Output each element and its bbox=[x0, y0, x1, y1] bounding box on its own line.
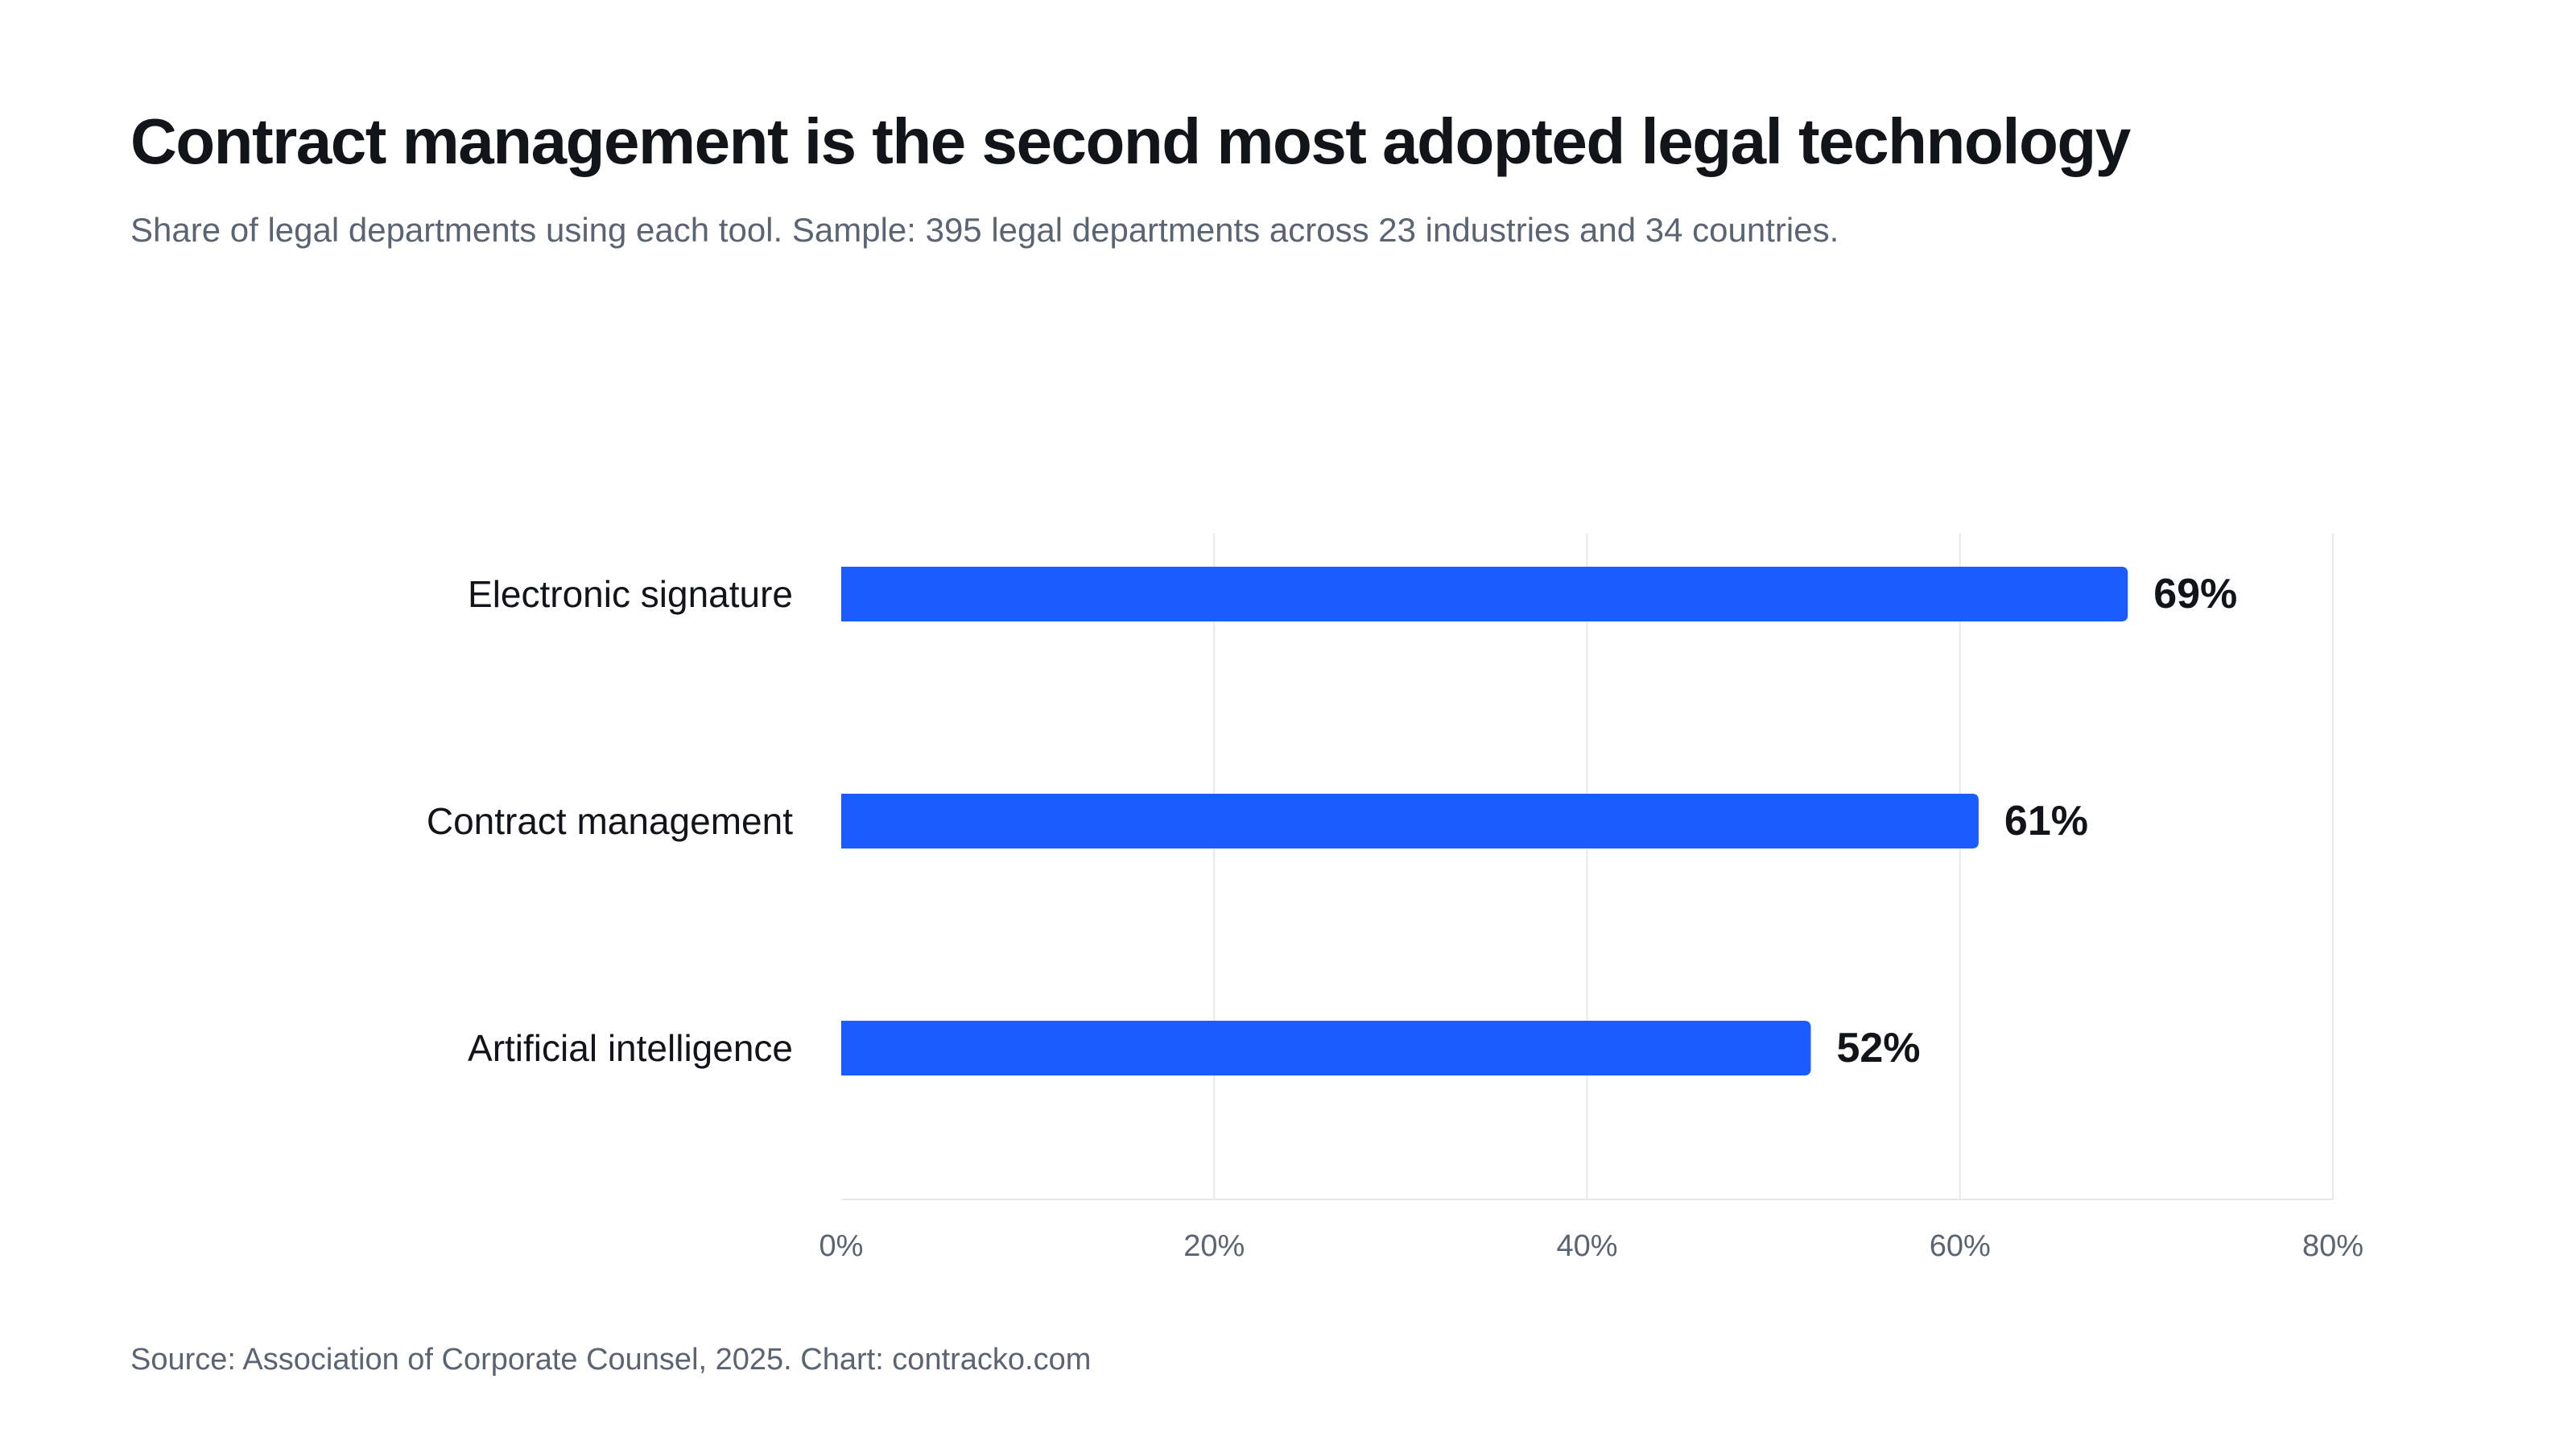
category-label: Artificial intelligence bbox=[468, 1027, 793, 1069]
bar-contract-management bbox=[841, 794, 1979, 848]
x-tick-label: 20% bbox=[1183, 1229, 1245, 1263]
label-layer: 0% 20% 40% 60% 80% Electronic signature 69% Con… bbox=[427, 571, 2363, 1263]
grid-layer bbox=[841, 534, 2334, 1200]
chart-title: Contract management is the second most a… bbox=[130, 105, 2131, 177]
x-tick-label: 60% bbox=[1930, 1229, 1991, 1263]
category-label: Electronic signature bbox=[468, 573, 793, 615]
value-label: 52% bbox=[1836, 1025, 1920, 1071]
x-tick-label: 40% bbox=[1556, 1229, 1617, 1263]
bar-electronic-signature bbox=[841, 567, 2128, 621]
value-label: 69% bbox=[2153, 571, 2237, 617]
value-label: 61% bbox=[2004, 798, 2088, 844]
bar-layer bbox=[841, 567, 2128, 1075]
category-label: Contract management bbox=[427, 800, 793, 842]
bar-artificial-intelligence bbox=[841, 1021, 1811, 1075]
x-tick-label: 80% bbox=[2302, 1229, 2363, 1263]
x-tick-label: 0% bbox=[819, 1229, 864, 1263]
source-note: Source: Association of Corporate Counsel… bbox=[130, 1343, 1092, 1377]
chart-subtitle: Share of legal departments using each to… bbox=[130, 211, 1839, 249]
